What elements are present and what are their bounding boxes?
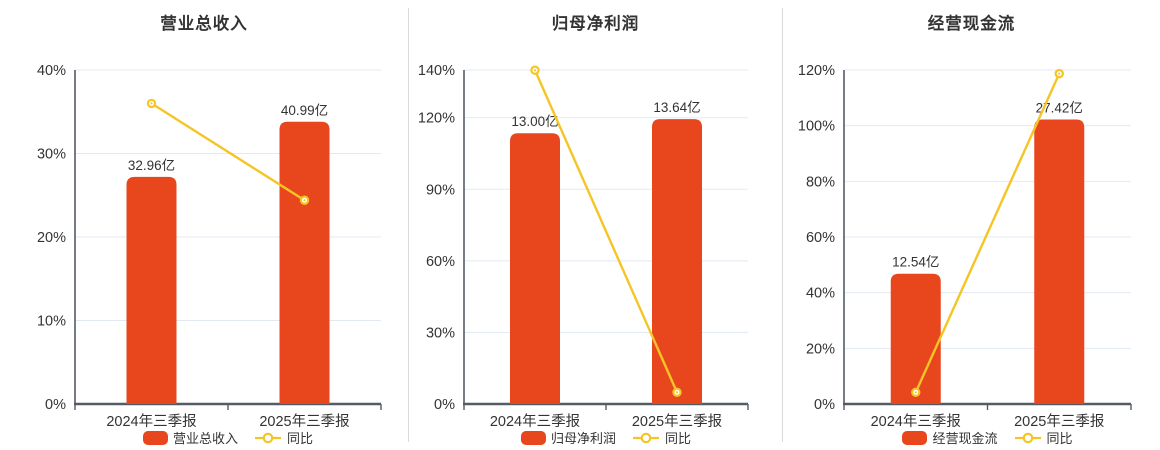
- y-tick-label: 140%: [418, 63, 455, 79]
- chart-title-net-profit: 归母净利润: [551, 15, 640, 33]
- x-category-label: 2025年三季报: [1014, 413, 1104, 430]
- y-tick-label: 20%: [806, 341, 835, 357]
- legend-net-profit: 归母净利润 同比: [464, 429, 748, 447]
- panel-divider-2: [782, 8, 783, 442]
- y-tick-label: 120%: [418, 111, 455, 127]
- legend-item-revenue-bar[interactable]: 营业总收入: [142, 430, 238, 446]
- panel-net-profit: 归母净利润 0% 30% 60% 90% 120% 140% 13.00亿 13.64亿 202…: [409, 0, 782, 450]
- legend-line-label: 同比: [665, 430, 692, 446]
- y-tick-label: 80%: [806, 174, 835, 190]
- bar-value-label: 12.54亿: [892, 255, 939, 270]
- yoy-line[interactable]: [150, 102, 306, 202]
- x-category-label: 2024年三季报: [106, 413, 196, 430]
- panel-total-revenue: 营业总收入 0% 10% 20% 30% 40% 32.96亿 40.99亿 2024年三季报…: [0, 0, 408, 450]
- y-tick-label: 0%: [814, 397, 835, 413]
- bar-swatch-icon: [902, 431, 928, 445]
- panel-operating-cashflow: 经营现金流 0% 20% 40% 60% 80% 100% 120% 12.54亿 27.42亿…: [783, 0, 1160, 450]
- y-tick-label: 100%: [798, 119, 835, 135]
- legend-item-revenue-yoy[interactable]: 同比: [254, 432, 313, 445]
- y-tick-label: 60%: [806, 230, 835, 246]
- line-marker-icon: [633, 432, 659, 444]
- bar-2025年三季报[interactable]: [652, 119, 702, 404]
- legend-bar-label: 归母净利润: [550, 430, 616, 446]
- yoy-line-marker-dot: [533, 69, 537, 72]
- x-category-label: 2024年三季报: [871, 413, 961, 430]
- line-marker-icon: [1014, 432, 1041, 444]
- yoy-line-marker-dot: [914, 391, 917, 394]
- yoy-line-marker-dot: [150, 102, 153, 105]
- y-tick-label: 40%: [37, 63, 66, 79]
- legend-item-cashflow-bar[interactable]: 经营现金流: [902, 430, 998, 446]
- revenue-chart: 0% 10% 20% 30% 40% 32.96亿 40.99亿 2024年三季报 2025年三…: [37, 63, 382, 430]
- yoy-line-marker-dot: [675, 391, 679, 394]
- legend-line-label: 同比: [1046, 430, 1073, 446]
- bar-value-label: 32.96亿: [128, 158, 175, 173]
- bar-2024年三季报[interactable]: [126, 176, 177, 404]
- y-tick-label: 0%: [45, 397, 66, 413]
- bar-swatch-icon: [520, 431, 546, 445]
- y-tick-label: 30%: [37, 147, 66, 163]
- bar-2024年三季报[interactable]: [510, 133, 560, 404]
- x-category-label: 2024年三季报: [490, 413, 580, 430]
- bar-swatch-icon: [142, 431, 168, 445]
- bar-value-label: 13.64亿: [653, 100, 700, 115]
- y-tick-label: 0%: [434, 397, 455, 413]
- line-marker-icon: [255, 432, 281, 444]
- bar-value-label: 27.42亿: [1036, 101, 1083, 116]
- y-tick-label: 10%: [37, 314, 66, 330]
- legend-item-net-profit-bar[interactable]: 归母净利润: [520, 430, 616, 446]
- legend-bar-label: 经营现金流: [932, 430, 998, 446]
- legend-item-cashflow-yoy[interactable]: 同比: [1014, 432, 1073, 445]
- bar-2024年三季报[interactable]: [890, 273, 941, 404]
- y-tick-label: 30%: [426, 325, 455, 341]
- y-tick-label: 90%: [426, 182, 455, 198]
- yoy-line-marker-dot: [303, 199, 306, 202]
- legend-cashflow: 经营现金流 同比: [844, 429, 1131, 447]
- yoy-line[interactable]: [914, 73, 1061, 393]
- y-tick-label: 60%: [426, 254, 455, 270]
- cashflow-chart: 0% 20% 40% 60% 80% 100% 120% 12.54亿 27.42亿 2024年三…: [798, 63, 1132, 430]
- legend-line-label: 同比: [287, 430, 314, 446]
- bar-value-label: 13.00亿: [511, 114, 558, 129]
- legend-item-net-profit-yoy[interactable]: 同比: [632, 432, 691, 445]
- yoy-line[interactable]: [533, 69, 679, 393]
- bar-2025年三季报[interactable]: [1034, 119, 1085, 404]
- y-tick-label: 20%: [37, 230, 66, 246]
- y-tick-label: 120%: [798, 63, 835, 79]
- x-category-label: 2025年三季报: [259, 413, 349, 430]
- panel-divider-1: [408, 8, 409, 442]
- chart-title-cashflow: 经营现金流: [927, 15, 1016, 33]
- legend-revenue: 营业总收入 同比: [75, 429, 381, 447]
- yoy-line-marker-dot: [1058, 72, 1061, 75]
- bar-2025年三季报[interactable]: [279, 121, 330, 405]
- x-category-label: 2025年三季报: [632, 413, 722, 430]
- legend-bar-label: 营业总收入: [172, 430, 238, 446]
- net-profit-chart: 0% 30% 60% 90% 120% 140% 13.00亿 13.64亿 2024年三季报 2…: [418, 63, 749, 430]
- bar-value-label: 40.99亿: [281, 103, 328, 118]
- y-tick-label: 40%: [806, 286, 835, 302]
- chart-title-revenue: 营业总收入: [160, 15, 248, 33]
